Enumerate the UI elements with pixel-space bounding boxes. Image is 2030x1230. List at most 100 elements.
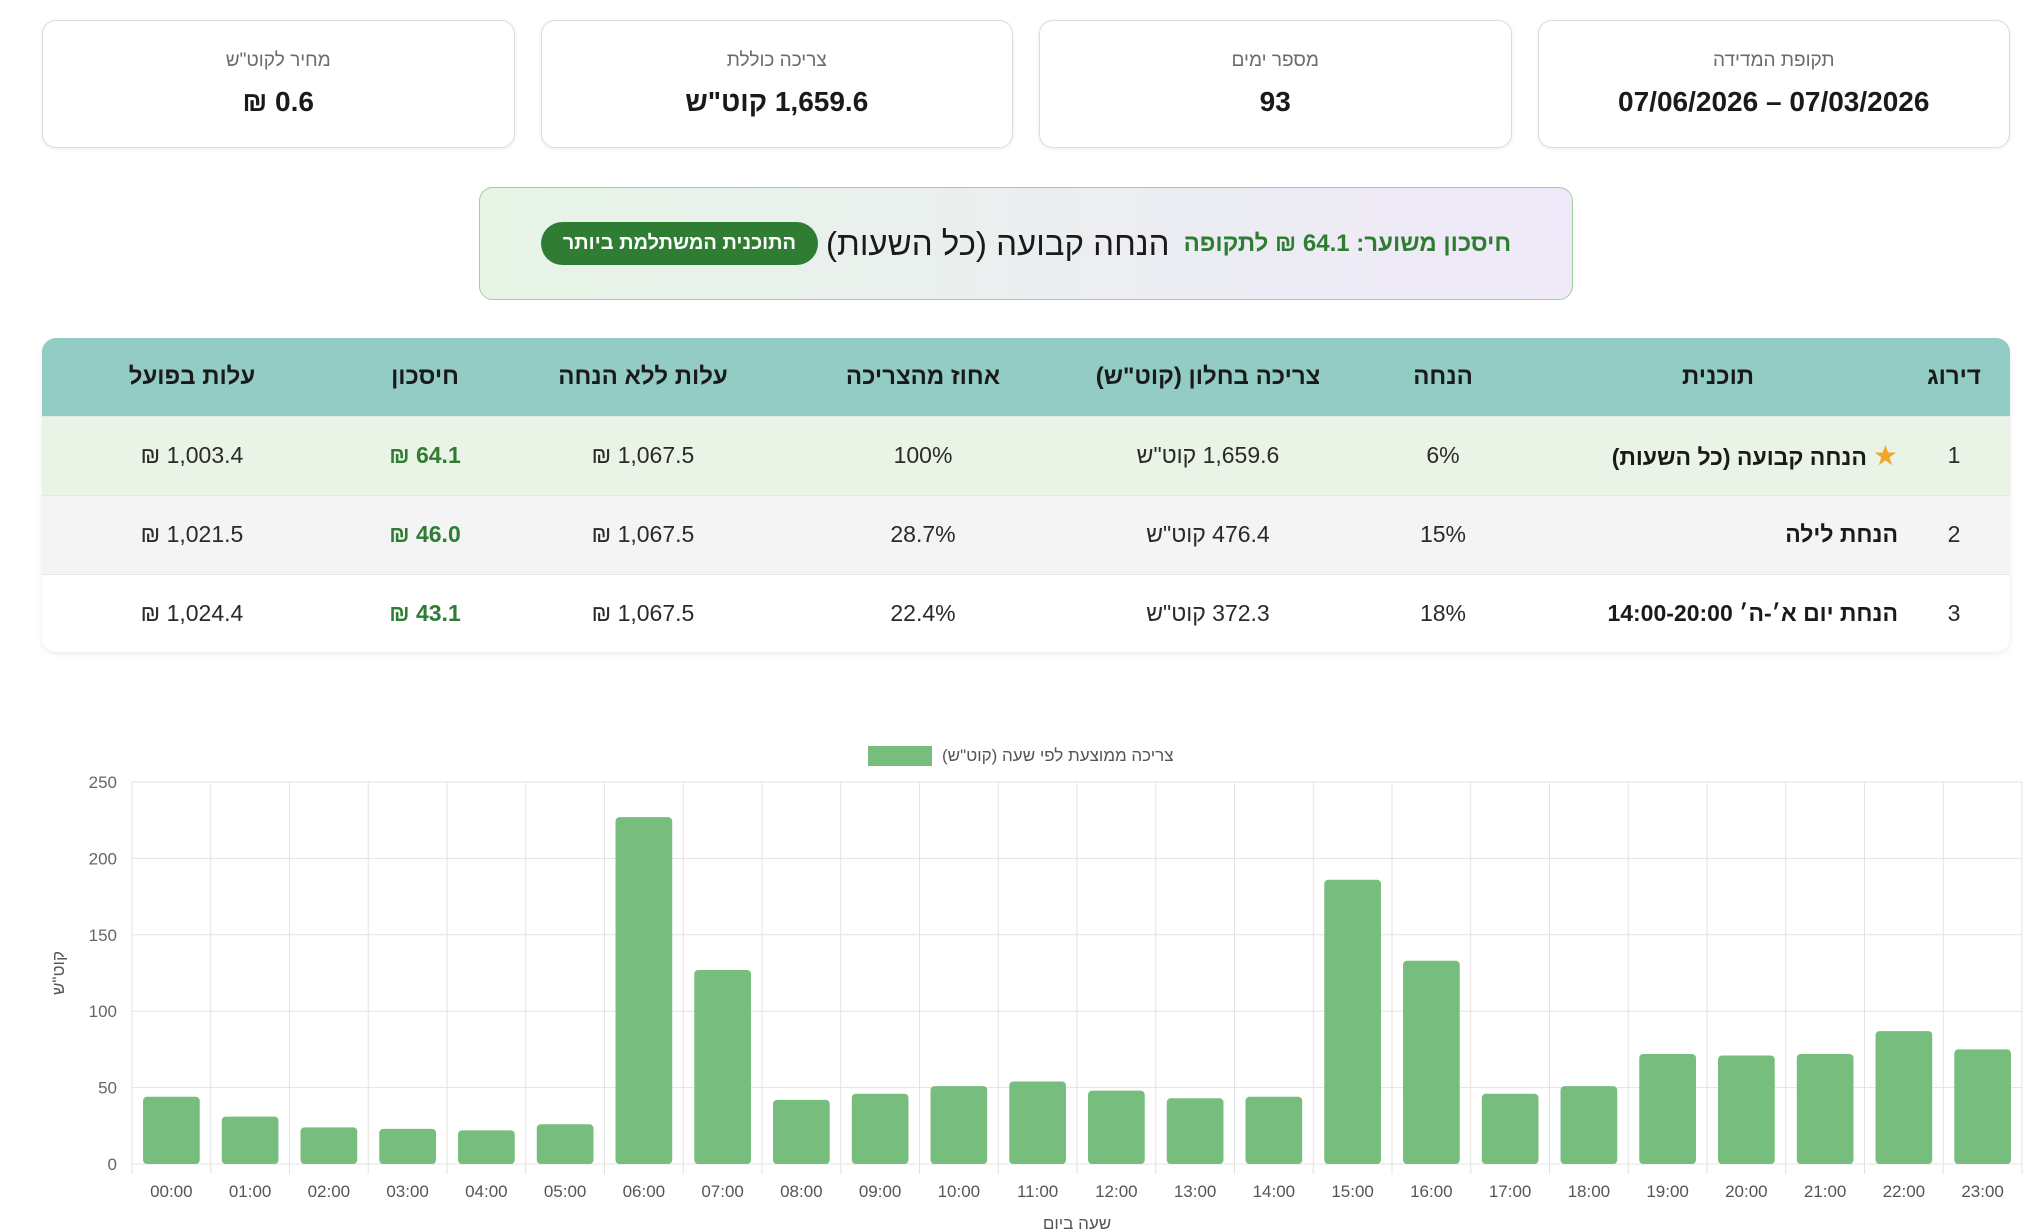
table-row: 1 ★הנחה קבועה (כל השעות) 6% 1,659.6 קוט"…	[42, 416, 2010, 495]
x-tick-label: 21:00	[1804, 1182, 1847, 1201]
percent-cell: 100%	[893, 442, 953, 468]
percent-cell: 22.4%	[890, 600, 956, 627]
best-plan-banner: התוכנית המשתלמת ביותר הנחה קבועה (כל השע…	[479, 187, 1573, 300]
bar	[1560, 1086, 1618, 1164]
saving-cell: 64.1 ₪	[389, 442, 461, 468]
stat-value: 1,659.6 קוט"ש	[685, 86, 869, 117]
cost-no-discount-cell: 1,067.5 ₪	[591, 600, 695, 627]
bar	[615, 817, 673, 1164]
star-icon: ★	[1872, 440, 1898, 471]
bar	[1481, 1093, 1539, 1164]
bar	[930, 1086, 988, 1164]
x-tick-label: 14:00	[1253, 1182, 1296, 1201]
x-tick-label: 19:00	[1646, 1182, 1689, 1201]
x-tick-label: 02:00	[308, 1182, 351, 1201]
stat-value: 07/03/2026 – 07/06/2026	[1618, 86, 1930, 117]
plans-table: דירוג תוכנית הנחה צריכה בחלון (קוט"ש) אח…	[42, 338, 2010, 652]
bar	[1088, 1090, 1145, 1164]
bar	[851, 1093, 909, 1164]
plan-cell: הנחת לילה	[1538, 495, 1898, 574]
x-tick-label: 18:00	[1568, 1182, 1611, 1201]
bar	[1718, 1055, 1775, 1164]
x-tick-label: 04:00	[465, 1182, 508, 1201]
x-tick-label: 22:00	[1883, 1182, 1926, 1201]
column-header-window-usage: צריכה בחלון (קוט"ש)	[1095, 362, 1321, 390]
saving-cell: 43.1 ₪	[389, 600, 461, 627]
bar	[143, 1096, 200, 1164]
bar	[694, 969, 751, 1164]
x-tick-label: 07:00	[701, 1182, 744, 1201]
rank-cell: 2	[1947, 521, 1961, 547]
x-tick-label: 12:00	[1095, 1182, 1138, 1201]
bar	[1954, 1049, 2011, 1164]
column-header-saving: חיסכון	[391, 362, 459, 390]
x-axis-title: שעה ביום	[1043, 1214, 1111, 1230]
window-usage-cell: 372.3 קוט"ש	[1146, 600, 1270, 627]
column-header-cost-no-discount: עלות ללא הנחה	[558, 362, 728, 390]
best-plan-saving: חיסכון משוער: 64.1 ₪ לתקופה	[1183, 229, 1512, 257]
window-usage-cell: 476.4 קוט"ש	[1146, 521, 1270, 547]
stat-label: מחיר לקוט"ש	[225, 50, 331, 71]
y-tick-label: 200	[89, 849, 117, 868]
stat-card-price: מחיר לקוט"ש 0.6 ₪	[42, 20, 515, 148]
plan-name: הנחת לילה	[1785, 521, 1898, 547]
hourly-usage-chart: צריכה ממוצעת לפי שעה (קוט"ש) 0 50 100 150 20…	[0, 730, 2030, 1230]
bar	[221, 1116, 279, 1164]
bar	[1166, 1098, 1224, 1164]
bar	[1324, 879, 1381, 1164]
y-tick-label: 100	[89, 1002, 117, 1021]
bar	[458, 1130, 515, 1164]
bar	[773, 1099, 830, 1164]
stat-card-total-usage: צריכה כוללת 1,659.6 קוט"ש	[540, 20, 1013, 148]
x-tick-label: 08:00	[780, 1182, 823, 1201]
column-header-percent: אחוז מהצריכה	[845, 362, 1001, 390]
bar	[1403, 960, 1460, 1164]
stat-card-days: מספר ימים 93	[1039, 20, 1512, 148]
x-tick-label: 13:00	[1174, 1182, 1217, 1201]
x-tick-label: 16:00	[1410, 1182, 1453, 1201]
stat-value: 93	[1259, 86, 1291, 117]
y-tick-label: 150	[89, 926, 117, 945]
chart-legend[interactable]: צריכה ממוצעת לפי שעה (קוט"ש)	[868, 746, 1174, 766]
y-axis-title: קוט"ש	[49, 951, 68, 995]
plan-cell: ★הנחה קבועה (כל השעות)	[1538, 416, 1898, 495]
bar	[1009, 1081, 1066, 1164]
legend-label: צריכה ממוצעת לפי שעה (קוט"ש)	[942, 746, 1174, 765]
actual-cost-cell: 1,024.4 ₪	[140, 600, 244, 627]
x-tick-label: 23:00	[1961, 1182, 2004, 1201]
bar	[300, 1127, 358, 1164]
column-header-plan: תוכנית	[1681, 362, 1755, 390]
bar	[379, 1128, 436, 1164]
percent-cell: 28.7%	[890, 521, 956, 547]
table-row: 3 הנחת יום א׳-ה׳ 14:00-20:00 18% 372.3 ק…	[42, 574, 2010, 652]
actual-cost-cell: 1,021.5 ₪	[140, 521, 244, 547]
rank-cell: 1	[1947, 442, 1961, 468]
column-header-actual-cost: עלות בפועל	[128, 362, 256, 390]
y-tick-label: 0	[108, 1155, 117, 1174]
column-header-discount: הנחה	[1413, 362, 1473, 390]
stat-label: צריכה כוללת	[726, 50, 827, 71]
legend-swatch	[868, 746, 932, 766]
y-tick-label: 50	[98, 1079, 117, 1098]
bar	[1639, 1053, 1696, 1164]
x-tick-label: 17:00	[1489, 1182, 1532, 1201]
saving-cell: 46.0 ₪	[389, 521, 461, 547]
best-plan-badge: התוכנית המשתלמת ביותר	[540, 222, 819, 265]
x-tick-label: 06:00	[623, 1182, 666, 1201]
bar	[1875, 1031, 1933, 1164]
x-tick-label: 11:00	[1017, 1182, 1058, 1201]
x-tick-label: 00:00	[150, 1182, 193, 1201]
stat-label: תקופת המדידה	[1713, 50, 1835, 71]
column-header-rank: דירוג	[1927, 362, 1981, 390]
chart-canvas: 0 50 100 150 200 250 00:00 01:00 02:00 03:00 04:00…	[49, 773, 2023, 1230]
bar	[536, 1124, 594, 1164]
x-tick-label: 03:00	[386, 1182, 429, 1201]
table-header-row: דירוג תוכנית הנחה צריכה בחלון (קוט"ש) אח…	[42, 338, 2010, 416]
cost-no-discount-cell: 1,067.5 ₪	[591, 521, 695, 547]
plan-name: הנחה קבועה (כל השעות)	[1611, 444, 1867, 470]
stat-card-period: תקופת המדידה 07/03/2026 – 07/06/2026	[1537, 20, 2010, 148]
x-tick-label: 15:00	[1331, 1182, 1374, 1201]
window-usage-cell: 1,659.6 קוט"ש	[1136, 442, 1280, 468]
discount-cell: 6%	[1426, 442, 1460, 468]
stat-value: 0.6 ₪	[242, 86, 314, 117]
